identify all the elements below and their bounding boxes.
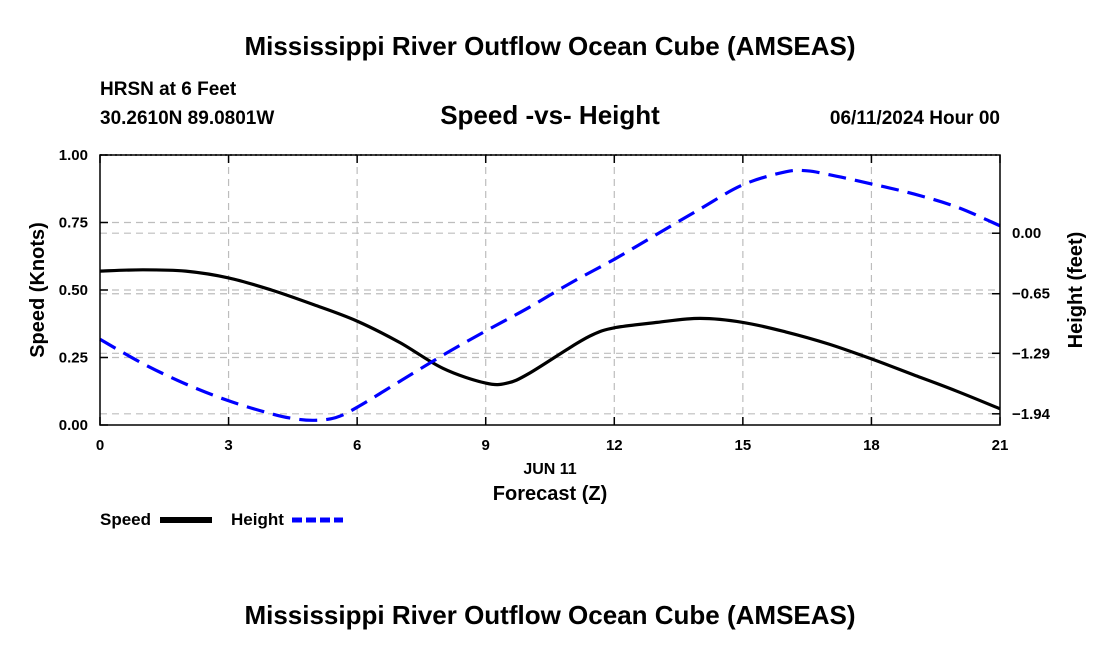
datetime-label: 06/11/2024 Hour 00: [830, 108, 1000, 129]
x-tick-label: 0: [96, 437, 104, 454]
station-label: HRSN at 6 Feet: [100, 79, 237, 100]
y-right-tick-label: −0.65: [1012, 286, 1050, 303]
x-tick-label: 6: [353, 437, 361, 454]
y-left-tick-label: 0.50: [59, 282, 88, 299]
legend-label-speed: Speed: [100, 510, 151, 529]
y-left-tick-label: 1.00: [59, 147, 88, 164]
footer-title: Mississippi River Outflow Ocean Cube (AM…: [244, 600, 855, 630]
x-axis-label: Forecast (Z): [493, 483, 607, 505]
x-tick-label: 12: [606, 437, 623, 454]
series-line-speed: [99, 268, 1001, 411]
legend-label-height: Height: [231, 510, 284, 529]
series-group: [99, 168, 1001, 422]
y-left-tick-label: 0.75: [59, 215, 88, 232]
y-axis-left-label: Speed (Knots): [27, 222, 49, 358]
x-tick-label: 9: [482, 437, 490, 454]
x-tick-label: 15: [735, 437, 752, 454]
x-tick-label: 3: [224, 437, 232, 454]
y-right-tick-label: 0.00: [1012, 225, 1041, 242]
x-axis-date-label: JUN 11: [523, 461, 576, 478]
axis-ticks: 0 3 6 9 12 15 18 21 0.00 0.25 0.50 0.75 1.00 0.00 −0.6…: [59, 147, 1051, 454]
x-tick-label: 18: [863, 437, 880, 454]
chart-main-title: Mississippi River Outflow Ocean Cube (AM…: [244, 31, 855, 61]
legend: Speed Height: [100, 510, 343, 529]
series-line-height: [99, 168, 1001, 422]
y-axis-right-label: Height (feet): [1065, 232, 1087, 349]
y-right-tick-label: −1.29: [1012, 345, 1050, 362]
x-tick-label: 21: [992, 437, 1009, 454]
y-right-tick-label: −1.94: [1012, 406, 1051, 423]
y-left-tick-label: 0.25: [59, 350, 88, 367]
coordinates-label: 30.2610N 89.0801W: [100, 108, 274, 129]
grid-lines: [100, 155, 1000, 425]
plot-title: Speed -vs- Height: [440, 100, 660, 130]
y-left-tick-label: 0.00: [59, 417, 88, 434]
